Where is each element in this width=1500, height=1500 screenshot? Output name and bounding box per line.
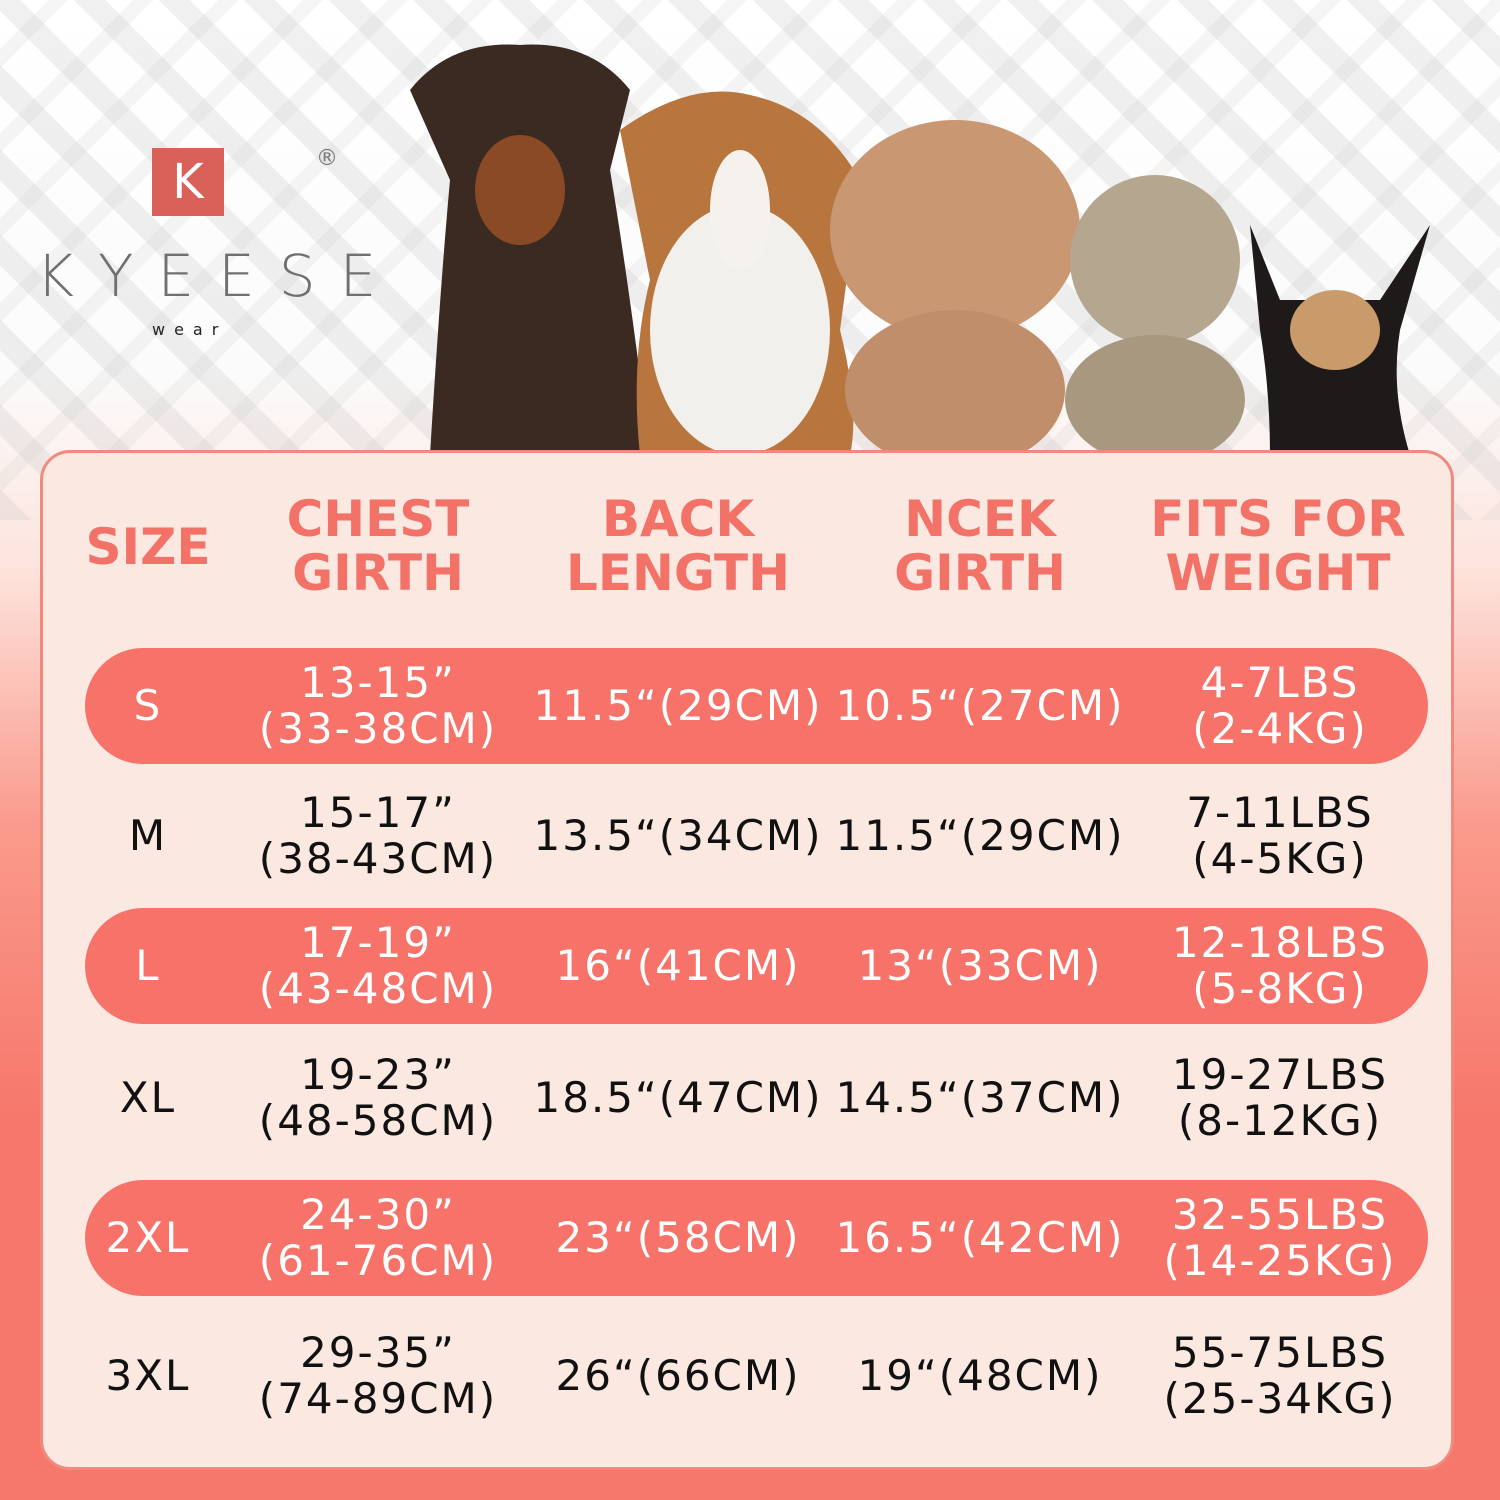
neck-girth-cell-text: 10.5“(27CM)	[835, 681, 1125, 730]
weight-cell: 7-11LBS (4-5KG)	[1186, 790, 1373, 882]
weight-cell-text: (5-8KG)	[1192, 964, 1368, 1013]
back-length-cell: 11.5“(29CM)	[533, 683, 822, 729]
back-length-cell: 13.5“(34CM)	[533, 813, 822, 859]
back-length-cell-text: 16“(41CM)	[555, 941, 801, 990]
doberman-image	[410, 44, 650, 455]
brand-logo: K ® KYEESE wear	[30, 140, 376, 350]
header-size: SIZE	[85, 518, 211, 576]
neck-girth-cell: 13“(33CM)	[858, 943, 1103, 989]
header-chest-girth: CHEST GIRTH	[286, 490, 470, 602]
chest-girth-cell-text: (74-89CM)	[258, 1374, 498, 1423]
chest-girth-cell-text: 17-19”	[300, 918, 456, 967]
neck-girth-cell: 10.5“(27CM)	[835, 683, 1124, 729]
chest-girth-cell-text: (33-38CM)	[258, 704, 498, 753]
chest-girth-cell: 24-30” (61-76CM)	[259, 1192, 497, 1284]
back-length-cell: 16“(41CM)	[556, 943, 801, 989]
back-length-cell-text: 11.5“(29CM)	[533, 681, 823, 730]
brand-sub: wear	[152, 320, 228, 339]
chest-girth-cell-text: 29-35”	[300, 1328, 456, 1377]
chihuahua-image	[1250, 225, 1430, 455]
table-row: 2XL 24-30” (61-76CM) 23“(58CM) 16.5“(42CM) 32…	[85, 1180, 1428, 1296]
header-back-length: BACK LENGTH	[566, 490, 790, 602]
chest-girth-cell: 15-17” (38-43CM)	[259, 790, 497, 882]
size-cell: 2XL	[106, 1215, 191, 1261]
chest-girth-cell-text: (38-43CM)	[258, 834, 498, 883]
neck-girth-cell: 14.5“(37CM)	[835, 1075, 1124, 1121]
chest-girth-cell: 29-35” (74-89CM)	[259, 1330, 497, 1422]
size-cell-text: 3XL	[105, 1351, 191, 1400]
size-cell-text: 2XL	[105, 1213, 191, 1262]
weight-cell-text: 32-55LBS	[1171, 1190, 1389, 1239]
size-cell: L	[135, 943, 160, 989]
logo-mark: K	[152, 148, 224, 216]
weight-cell: 55-75LBS (25-34KG)	[1164, 1330, 1397, 1422]
header-neck-girth: NCEK GIRTH	[894, 490, 1066, 602]
weight-cell-text: 19-27LBS	[1171, 1050, 1389, 1099]
neck-girth-cell-text: 14.5“(37CM)	[835, 1073, 1125, 1122]
registered-mark: ®	[316, 146, 338, 171]
back-length-cell: 23“(58CM)	[556, 1215, 801, 1261]
chest-girth-cell-text: (43-48CM)	[258, 964, 498, 1013]
neck-girth-cell: 16.5“(42CM)	[835, 1215, 1124, 1261]
header-weight: FITS FOR WEIGHT	[1150, 490, 1406, 602]
neck-girth-cell: 19“(48CM)	[858, 1353, 1103, 1399]
brand-name: KYEESE	[36, 242, 401, 310]
size-cell-text: XL	[119, 1073, 177, 1122]
size-cell-text: L	[135, 941, 161, 990]
poodle-image	[830, 120, 1080, 455]
weight-cell: 32-55LBS (14-25KG)	[1164, 1192, 1397, 1284]
weight-cell: 4-7LBS (2-4KG)	[1192, 660, 1367, 752]
weight-cell-text: 55-75LBS	[1171, 1328, 1389, 1377]
weight-cell-text: (2-4KG)	[1192, 704, 1368, 753]
weight-cell-text: 7-11LBS	[1186, 788, 1374, 837]
chest-girth-cell-text: 15-17”	[300, 788, 456, 837]
back-length-cell: 26“(66CM)	[556, 1353, 801, 1399]
size-cell: XL	[120, 1075, 176, 1121]
chest-girth-cell-text: 24-30”	[300, 1190, 456, 1239]
terrier-image	[1065, 175, 1245, 455]
back-length-cell-text: 18.5“(47CM)	[533, 1073, 823, 1122]
size-cell-text: M	[128, 811, 168, 860]
chest-girth-cell-text: 19-23”	[300, 1050, 456, 1099]
chest-girth-cell: 19-23” (48-58CM)	[259, 1052, 497, 1144]
weight-cell-text: (14-25KG)	[1163, 1236, 1397, 1285]
weight-cell: 12-18LBS (5-8KG)	[1172, 920, 1388, 1012]
weight-cell: 19-27LBS (8-12KG)	[1172, 1052, 1388, 1144]
neck-girth-cell-text: 16.5“(42CM)	[835, 1213, 1125, 1262]
size-cell: S	[134, 683, 163, 729]
table-row: XL 19-23” (48-58CM) 18.5“(47CM) 14.5“(37CM) 1…	[85, 1040, 1428, 1156]
size-cell: 3XL	[106, 1353, 191, 1399]
table-row: M 15-17” (38-43CM) 13.5“(34CM) 11.5“(29CM) 7-…	[85, 778, 1428, 894]
beagle-image	[620, 91, 860, 455]
weight-cell-text: (4-5KG)	[1192, 834, 1368, 883]
back-length-cell-text: 26“(66CM)	[555, 1351, 801, 1400]
weight-cell-text: 12-18LBS	[1171, 918, 1389, 967]
back-length-cell: 18.5“(47CM)	[533, 1075, 822, 1121]
neck-girth-cell-text: 13“(33CM)	[857, 941, 1103, 990]
chest-girth-cell: 17-19” (43-48CM)	[259, 920, 497, 1012]
chest-girth-cell-text: (48-58CM)	[258, 1096, 498, 1145]
weight-cell-text: 4-7LBS	[1200, 658, 1360, 707]
size-cell: M	[129, 813, 167, 859]
chest-girth-cell-text: (61-76CM)	[258, 1236, 498, 1285]
chest-girth-cell-text: 13-15”	[300, 658, 456, 707]
size-cell-text: S	[133, 681, 163, 730]
table-row: 3XL 29-35” (74-89CM) 26“(66CM) 19“(48CM) 55-7…	[85, 1318, 1428, 1434]
neck-girth-cell-text: 19“(48CM)	[857, 1351, 1103, 1400]
weight-cell-text: (25-34KG)	[1163, 1374, 1397, 1423]
neck-girth-cell: 11.5“(29CM)	[835, 813, 1124, 859]
dogs-photo	[410, 44, 1430, 455]
weight-cell-text: (8-12KG)	[1177, 1096, 1383, 1145]
table-row: S 13-15” (33-38CM) 11.5“(29CM) 10.5“(27CM) 4-…	[85, 648, 1428, 764]
back-length-cell-text: 13.5“(34CM)	[533, 811, 823, 860]
table-row: L 17-19” (43-48CM) 16“(41CM) 13“(33CM) 12-18L…	[85, 908, 1428, 1024]
back-length-cell-text: 23“(58CM)	[555, 1213, 801, 1262]
neck-girth-cell-text: 11.5“(29CM)	[835, 811, 1125, 860]
chest-girth-cell: 13-15” (33-38CM)	[259, 660, 497, 752]
